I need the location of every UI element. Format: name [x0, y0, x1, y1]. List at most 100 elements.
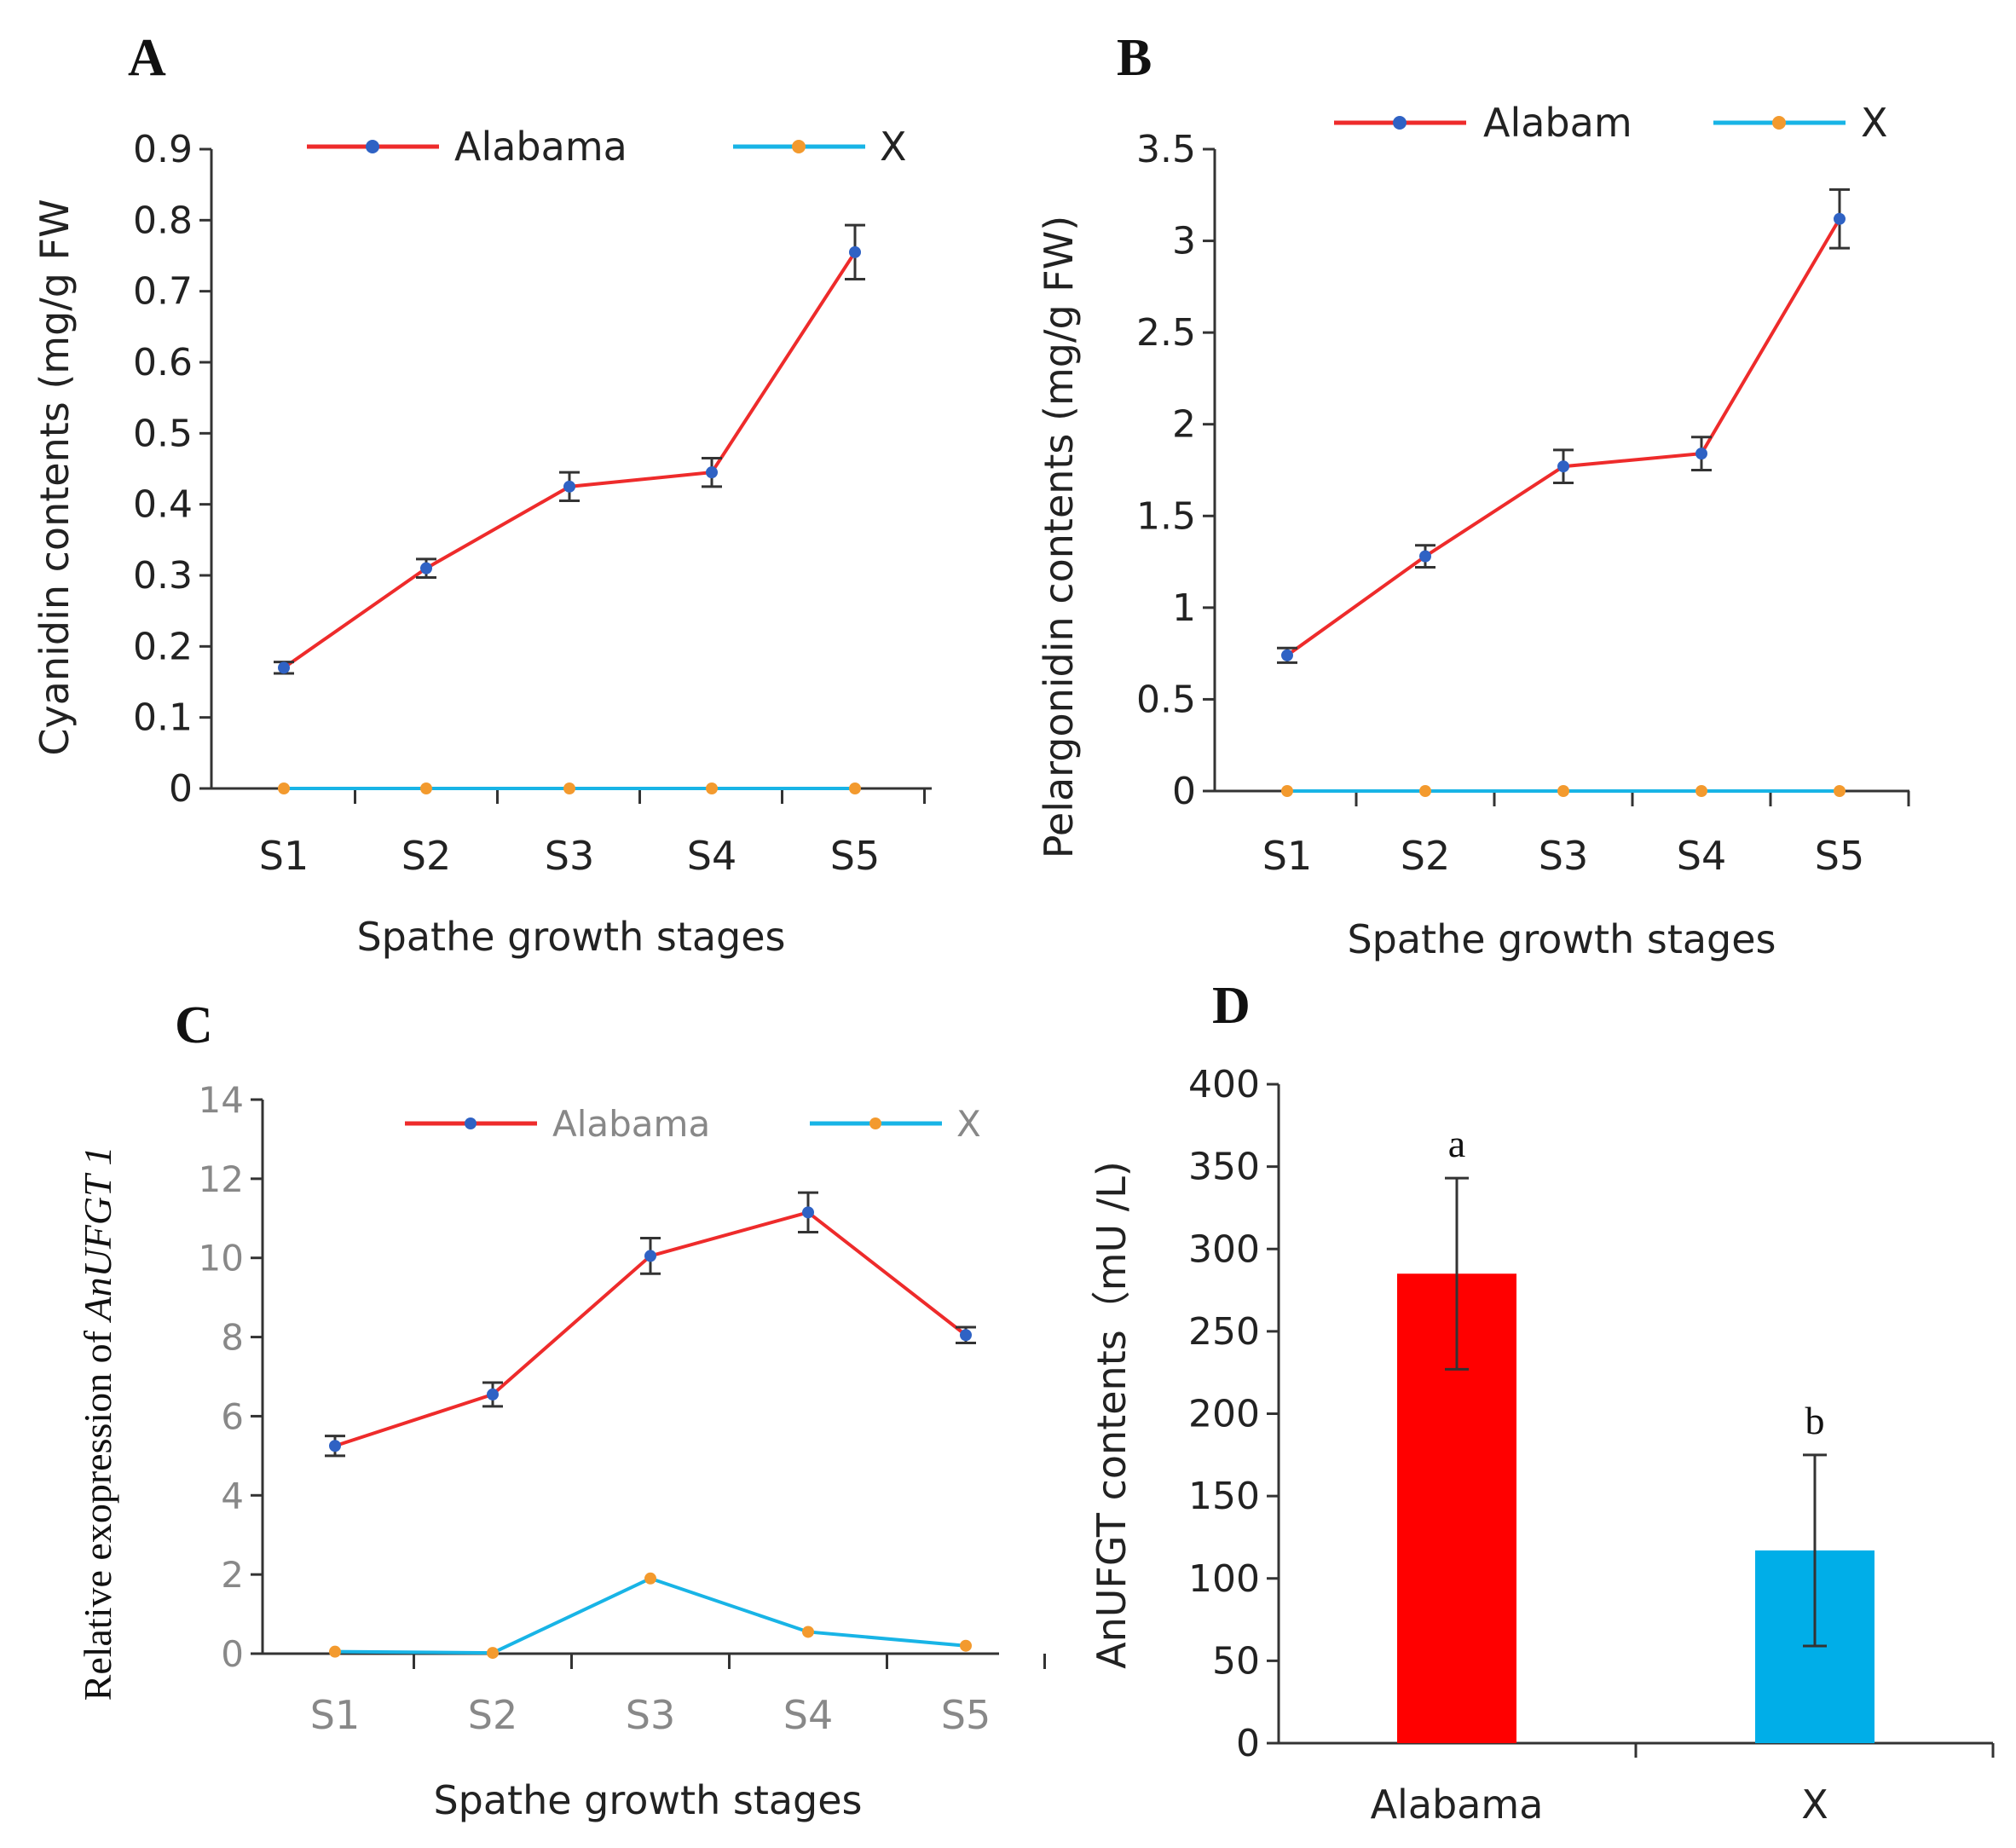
panel-d-y-label: AnUFGT contents（mU /L)	[1089, 1161, 1135, 1669]
panel-a: A 00.10.20.30.40.50.60.70.80.9 S1 S2 S3 S4 S…	[32, 29, 932, 960]
panel-a-point-alabama-s4	[706, 466, 718, 479]
panel-c-y-tick-label: 2	[221, 1554, 244, 1596]
panel-a-y-label: Cyanidin contents (mg/g FW	[32, 199, 78, 755]
panel-a-legend-label-x: X	[880, 124, 907, 170]
panel-c-y-tick-label: 0	[221, 1633, 244, 1675]
panel-b-legend-label-alabam: Alabam	[1483, 100, 1632, 146]
panel-a-point-x-s4	[706, 783, 718, 794]
panel-c: C 0 2 4 6 8 10 12 14 S1 S2 S3 S4 S5 Alabama X Spath…	[76, 996, 1046, 1823]
panel-b-point-alabam-s3	[1557, 460, 1569, 473]
panel-d-x-tick-label-x: X	[1801, 1782, 1828, 1828]
panel-b-series	[1277, 188, 1850, 797]
panel-b-x-tick-label-s1: S1	[1262, 833, 1312, 879]
panel-c-point-alabama-s5	[960, 1329, 972, 1342]
panel-d-bars: a Alabama b X	[1371, 1122, 1874, 1828]
panel-a-x-tick-label-s5: S5	[830, 833, 880, 879]
panel-a-point-x-s1	[278, 783, 290, 794]
panel-b-point-x-s3	[1557, 785, 1569, 797]
panel-c-point-alabama-s1	[329, 1440, 341, 1452]
panel-d-y-tick-label: 200	[1188, 1393, 1260, 1436]
panel-c-point-x-s2	[487, 1647, 499, 1660]
panel-b-y-tick-label: 2.5	[1136, 311, 1196, 355]
panel-c-letter: C	[175, 996, 213, 1054]
panel-c-point-x-s1	[329, 1645, 341, 1658]
panel-b-point-alabam-s5	[1834, 212, 1846, 225]
panel-b-y-ticks: 0 0.5 1 1.5 2 2.5 3 3.5	[1136, 128, 1215, 813]
panel-b-y-tick-label: 0	[1172, 770, 1196, 813]
panel-c-y-label: Relative exopression of AnUFGT 1	[76, 1146, 119, 1701]
panel-b-x-tick-label-s4: S4	[1677, 833, 1726, 879]
panel-a-y-tick-label: 0.3	[133, 554, 193, 598]
panel-a-legend-marker-x	[792, 140, 806, 153]
panel-a-y-tick-label: 0.8	[133, 199, 193, 242]
panel-c-legend-label-x: X	[956, 1103, 981, 1145]
panel-c-y-tick-label: 6	[221, 1395, 244, 1437]
panel-a-x-ticks: S1 S2 S3 S4 S5	[259, 788, 926, 879]
panel-d-y-tick-label: 100	[1188, 1557, 1260, 1601]
panel-b-point-x-s1	[1281, 785, 1293, 797]
panel-a-y-tick-label: 0.1	[133, 696, 193, 740]
panel-a-y-ticks: 0 0.1 0.2 0.3 0.4 0.5 0.6 0.7 0.8 0.9	[133, 128, 211, 811]
panel-c-legend-marker-x	[869, 1117, 881, 1129]
panel-c-y-label-text: Relative exopression of	[76, 1321, 119, 1701]
panel-c-x-tick-label-s1: S1	[310, 1692, 360, 1738]
panel-a-point-alabama-s5	[849, 245, 861, 258]
panel-a-point-alabama-s3	[563, 480, 575, 493]
panel-d-significance-x: b	[1805, 1399, 1825, 1442]
panel-a-x-tick-label-s4: S4	[687, 833, 737, 879]
panel-b-point-alabam-s4	[1695, 448, 1707, 460]
panel-b-y-tick-label: 0.5	[1136, 678, 1196, 721]
panel-d-y-tick-label: 400	[1188, 1063, 1260, 1106]
panel-d-significance-alabama: a	[1448, 1122, 1465, 1165]
panel-c-y-tick-label: 8	[221, 1317, 244, 1359]
panel-a-y-tick-label: 0	[169, 767, 193, 811]
panel-c-y-tick-label: 12	[199, 1158, 244, 1200]
panel-a-point-alabama-s2	[420, 562, 432, 575]
panel-a-legend-label-alabama: Alabama	[454, 124, 627, 170]
panel-c-point-x-s4	[802, 1626, 814, 1638]
panel-d-y-tick-label: 0	[1236, 1722, 1260, 1765]
panel-c-x-tick-label-s2: S2	[468, 1692, 517, 1738]
panel-d-y-ticks: 0 50 100 150 200 250 300 350 400	[1188, 1063, 1279, 1765]
panel-d-y-tick-label: 350	[1188, 1146, 1260, 1189]
panel-a-x-label: Spathe growth stages	[356, 914, 785, 960]
panel-b-y-tick-label: 3	[1172, 220, 1196, 263]
panel-a-x-tick-label-s2: S2	[401, 833, 451, 879]
panel-a-y-tick-label: 0.9	[133, 128, 193, 171]
panel-c-x-tick-label-s5: S5	[941, 1692, 991, 1738]
panel-c-point-x-s3	[644, 1572, 656, 1585]
panel-d-x-tick-label-alabama: Alabama	[1371, 1782, 1544, 1828]
panel-b-x-tick-label-s3: S3	[1539, 833, 1588, 879]
panel-a-x-tick-label-s3: S3	[545, 833, 594, 879]
panel-a-letter: A	[128, 29, 166, 87]
panel-b-series-line-alabam	[1285, 217, 1841, 657]
panel-a-series-line-alabama	[282, 251, 857, 669]
panel-c-legend-label-alabama: Alabama	[552, 1103, 710, 1145]
panel-b-y-tick-label: 1.5	[1136, 494, 1196, 538]
panel-c-point-x-s5	[960, 1639, 972, 1652]
panel-c-x-label: Spathe growth stages	[433, 1777, 862, 1823]
panel-c-point-alabama-s4	[802, 1206, 814, 1219]
panel-d-y-tick-label: 150	[1188, 1475, 1260, 1518]
panel-d-y-tick-label: 300	[1188, 1227, 1260, 1271]
panel-b-x-tick-label-s5: S5	[1815, 833, 1864, 879]
panel-b-point-x-s4	[1695, 785, 1707, 797]
panel-b-y-tick-label: 3.5	[1136, 128, 1196, 171]
panel-c-point-alabama-s3	[644, 1250, 656, 1262]
panel-c-series	[325, 1191, 976, 1660]
panel-b-y-tick-label: 1	[1172, 586, 1196, 630]
panel-b-legend-marker-alabam	[1393, 116, 1407, 130]
panel-a-x-tick-label-s1: S1	[259, 833, 309, 879]
panel-a-y-tick-label: 0.5	[133, 412, 193, 455]
panel-b: B 0 0.5 1 1.5 2 2.5 3 3.5 S1 S2 S3 S4 S5 Alabam X S…	[1036, 29, 1910, 962]
panel-b-y-tick-label: 2	[1172, 403, 1196, 447]
panel-c-x-ticks: S1 S2 S3 S4 S5	[310, 1654, 1046, 1738]
panel-c-x-tick-label-s3: S3	[626, 1692, 675, 1738]
panel-d-y-tick-label: 50	[1212, 1639, 1260, 1683]
panel-c-legend-marker-alabama	[465, 1117, 477, 1129]
panel-a-legend-marker-alabama	[366, 140, 379, 153]
panel-c-y-tick-label: 14	[199, 1079, 244, 1121]
panel-d-y-tick-label: 250	[1188, 1310, 1260, 1354]
panel-d: D 0 50 100 150 200 250 300 350 400 a Alabama b X An…	[1089, 977, 1995, 1828]
